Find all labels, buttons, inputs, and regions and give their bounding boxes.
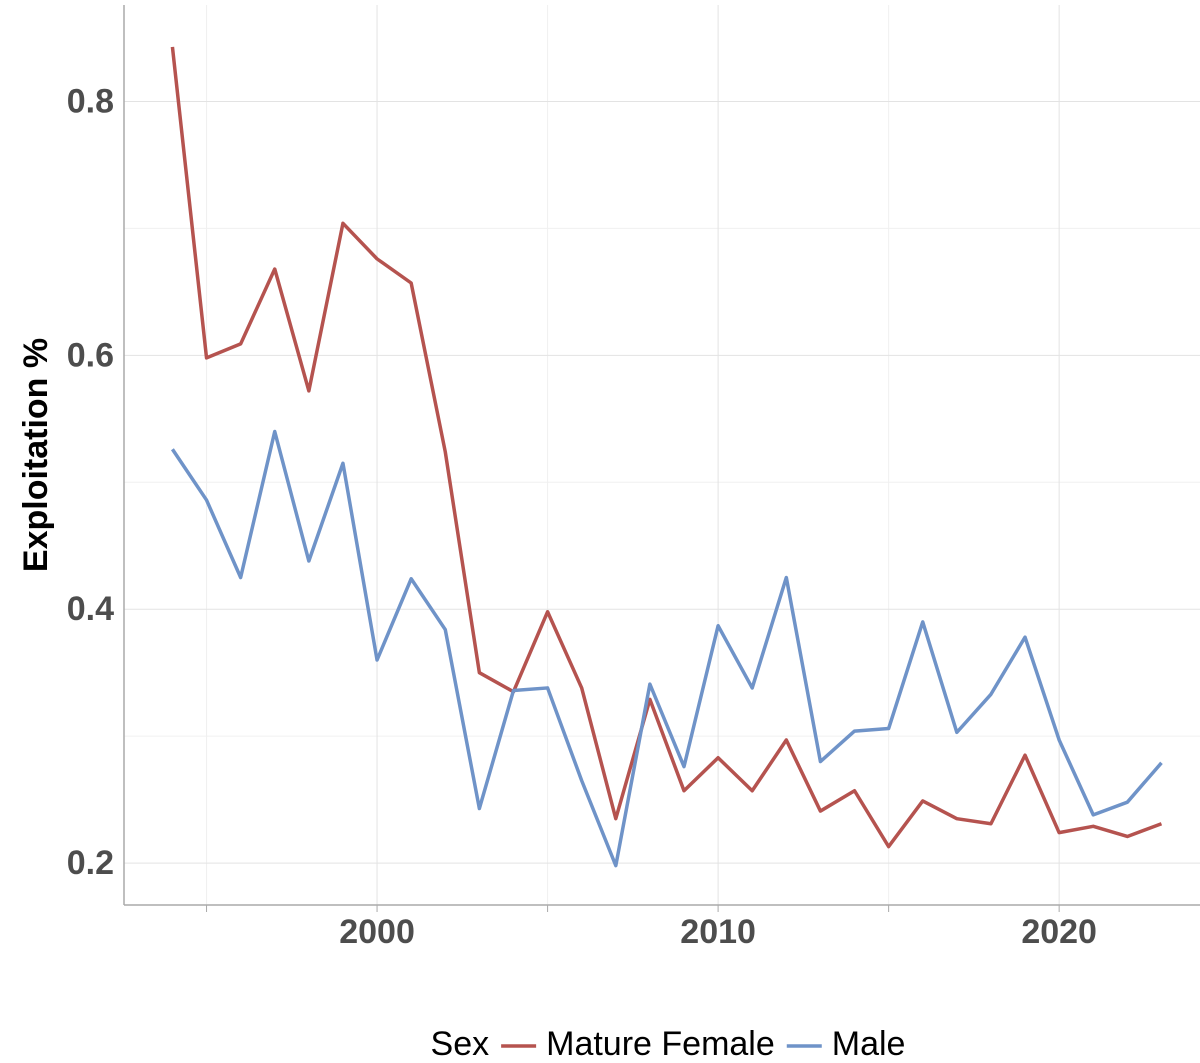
x-tick-label: 2020 [1021, 913, 1097, 951]
y-axis-label: Exploitation % [17, 338, 55, 572]
x-tick-label: 2010 [680, 913, 756, 951]
y-tick-label: 0.8 [67, 82, 114, 120]
y-tick-label: 0.6 [67, 336, 114, 374]
y-tick-label: 0.2 [67, 844, 114, 882]
line [170, 46, 1163, 849]
line [170, 429, 1163, 868]
x-tick-label: 2000 [339, 913, 415, 951]
y-tick-label: 0.4 [67, 590, 114, 628]
legend-label: Mature Female [546, 1025, 775, 1063]
legend-label: Male [832, 1025, 906, 1063]
legend-title: Sex [431, 1025, 490, 1063]
